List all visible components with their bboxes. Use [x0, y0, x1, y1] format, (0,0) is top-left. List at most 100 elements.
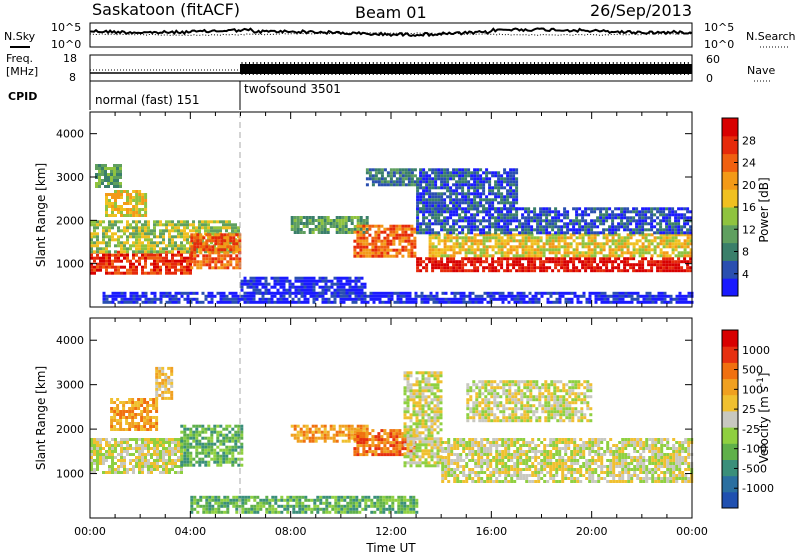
- heatmap-cell: [495, 291, 499, 295]
- heatmap-cell: [687, 300, 691, 304]
- heatmap-cell: [150, 232, 153, 236]
- heatmap-cell: [110, 407, 114, 410]
- heatmap-cell: [470, 236, 474, 240]
- heatmap-cell: [132, 471, 135, 474]
- heatmap-cell: [348, 294, 352, 298]
- heatmap-cell: [618, 297, 622, 301]
- heatmap-cell: [479, 239, 483, 243]
- heatmap-cell: [509, 207, 513, 211]
- heatmap-cell: [238, 260, 242, 264]
- heatmap-cell: [134, 404, 138, 407]
- heatmap-cell: [452, 242, 456, 246]
- heatmap-cell: [425, 201, 429, 205]
- heatmap-cell: [503, 177, 507, 181]
- heatmap-cell: [147, 256, 150, 260]
- heatmap-cell: [357, 291, 361, 295]
- heatmap-cell: [507, 291, 511, 295]
- heatmap-cell: [135, 271, 138, 275]
- heatmap-cell: [467, 231, 471, 235]
- heatmap-cell: [584, 257, 588, 261]
- heatmap-cell: [177, 471, 180, 474]
- heatmap-cell: [351, 291, 355, 295]
- heatmap-cell: [467, 192, 471, 196]
- heatmap-cell: [174, 471, 177, 474]
- heatmap-cell: [143, 425, 147, 428]
- heatmap-cell: [644, 236, 648, 240]
- heatmap-cell: [689, 260, 693, 264]
- heatmap-cell: [123, 291, 127, 295]
- heatmap-cell: [527, 251, 531, 255]
- heatmap-cell: [105, 235, 108, 239]
- heatmap-cell: [641, 231, 645, 235]
- heatmap-cell: [296, 436, 300, 440]
- heatmap-cell: [548, 248, 552, 252]
- heatmap-cell: [425, 177, 429, 181]
- heatmap-cell: [563, 251, 567, 255]
- heatmap-cell: [476, 204, 480, 208]
- heatmap-cell: [483, 291, 487, 295]
- heatmap-cell: [170, 378, 174, 382]
- heatmap-cell: [461, 263, 465, 267]
- heatmap-cell: [135, 300, 139, 304]
- heatmap-cell: [398, 242, 402, 246]
- heatmap-cell: [563, 260, 567, 264]
- heatmap-cell: [351, 288, 355, 292]
- heatmap-cell: [653, 260, 657, 264]
- heatmap-cell: [380, 174, 384, 178]
- heatmap-cell: [201, 220, 204, 224]
- heatmap-cell: [159, 465, 162, 468]
- heatmap-cell: [518, 266, 522, 270]
- heatmap-cell: [174, 241, 177, 245]
- heatmap-cell: [312, 294, 316, 298]
- freq-unit: [MHz]: [6, 65, 38, 78]
- heatmap-cell: [119, 173, 122, 176]
- heatmap-cell: [428, 186, 432, 190]
- heatmap-cell: [210, 427, 214, 431]
- heatmap-cell: [473, 216, 477, 220]
- heatmap-cell: [141, 447, 144, 450]
- heatmap-cell: [372, 291, 376, 295]
- heatmap-cell: [501, 297, 505, 301]
- heatmap-cell: [467, 245, 471, 249]
- heatmap-cell: [416, 260, 420, 264]
- heatmap-cell: [126, 256, 129, 260]
- heatmap-cell: [314, 225, 318, 228]
- heatmap-cell: [581, 228, 585, 232]
- heatmap-cell: [686, 266, 690, 270]
- heatmap-cell: [165, 259, 168, 263]
- heatmap-cell: [126, 444, 129, 447]
- heatmap-cell: [335, 222, 339, 225]
- heatmap-cell: [138, 456, 141, 459]
- heatmap-cell: [686, 239, 690, 243]
- heatmap-cell: [147, 271, 150, 275]
- heatmap-cell: [635, 269, 639, 273]
- heatmap-cell: [635, 263, 639, 267]
- heatmap-cell: [656, 266, 660, 270]
- heatmap-cell: [428, 242, 432, 246]
- heatmap-cell: [441, 291, 445, 295]
- heatmap-cell: [545, 213, 549, 217]
- heatmap-cell: [641, 251, 645, 255]
- heatmap-cell: [147, 250, 150, 254]
- heatmap-cell: [477, 300, 481, 304]
- heatmap-cell: [524, 231, 528, 235]
- heatmap-cell: [521, 222, 525, 226]
- heatmap-cell: [296, 216, 300, 219]
- heatmap-cell: [192, 436, 196, 440]
- heatmap-cell: [99, 447, 102, 450]
- heatmap-cell: [563, 207, 567, 211]
- heatmap-cell: [428, 245, 432, 249]
- heatmap-cell: [350, 219, 354, 222]
- heatmap-cell: [539, 245, 543, 249]
- heatmap-cell: [101, 182, 104, 185]
- heatmap-cell: [90, 462, 93, 465]
- heatmap-cell: [192, 220, 195, 224]
- heatmap-cell: [158, 372, 162, 376]
- heatmap-cell: [494, 233, 498, 237]
- heatmap-cell: [368, 224, 372, 228]
- heatmap-cell: [141, 268, 144, 272]
- heatmap-cell: [345, 294, 349, 298]
- heatmap-cell: [662, 263, 666, 267]
- heatmap-cell: [293, 231, 297, 234]
- heatmap-cell: [575, 222, 579, 226]
